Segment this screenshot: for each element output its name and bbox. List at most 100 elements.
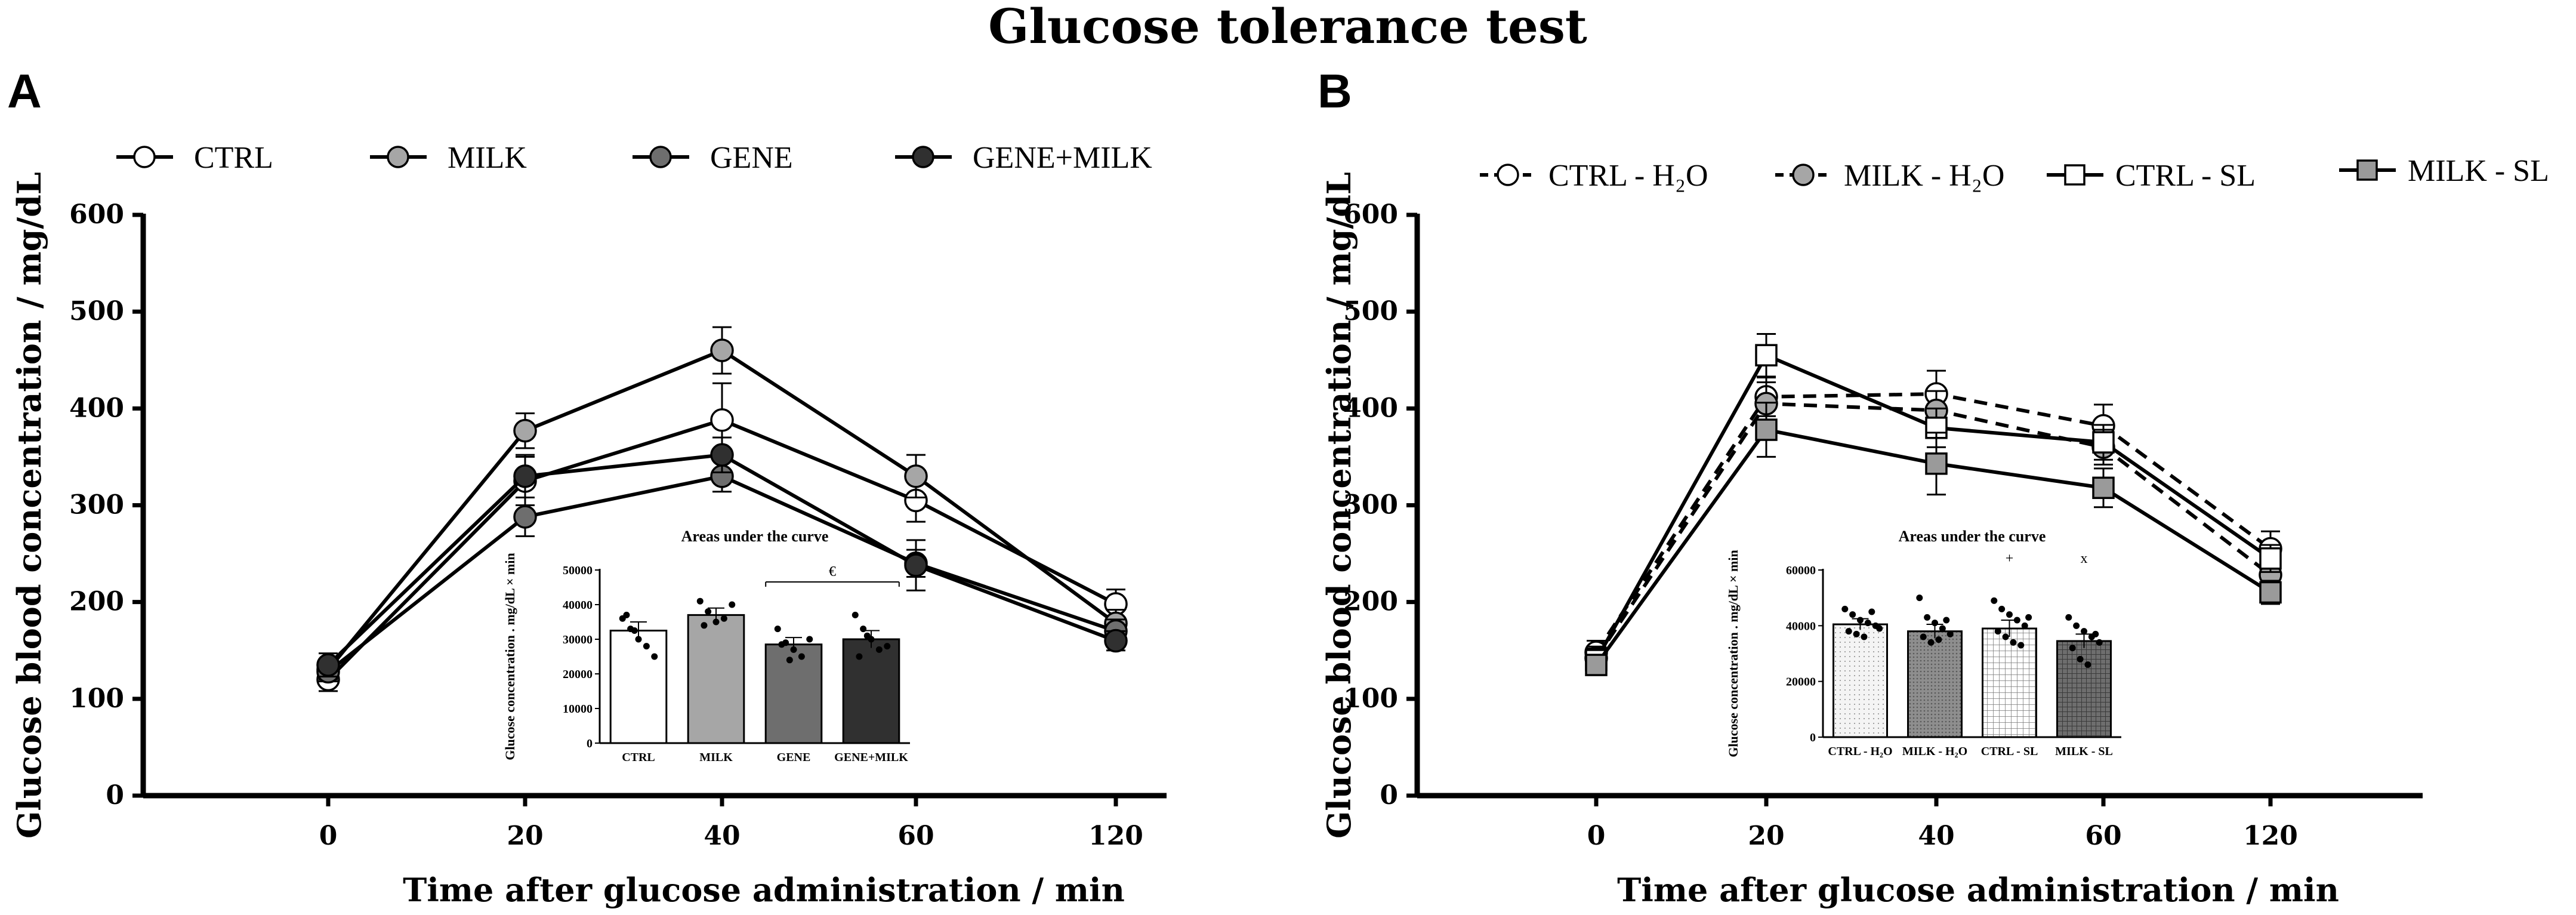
inset-data-dot bbox=[852, 611, 859, 618]
inset-x-tick-label: GENE bbox=[777, 751, 811, 764]
inset-data-dot bbox=[884, 643, 891, 650]
inset-y-tick-label: 40000 bbox=[563, 599, 593, 612]
inset-bar bbox=[687, 614, 745, 744]
legend-swatch-marker bbox=[2356, 159, 2378, 181]
inset-data-dot bbox=[1861, 633, 1868, 640]
y-tick-label: 200 bbox=[1343, 587, 1398, 617]
inset-data-dot bbox=[631, 627, 638, 634]
inset-sig-marker: x bbox=[2081, 551, 2088, 566]
legend-label: MILK - SL bbox=[2408, 154, 2549, 188]
inset-data-dot bbox=[1868, 608, 1875, 615]
y-axis-label: Glucose blood concentration / mg/dL bbox=[10, 172, 48, 839]
data-point bbox=[2259, 547, 2282, 570]
legend-swatch-marker bbox=[1497, 164, 1519, 186]
inset-bar bbox=[764, 643, 823, 744]
data-point bbox=[1755, 418, 1778, 441]
inset-y-tick-label: 20000 bbox=[1786, 676, 1816, 689]
inset-bar bbox=[609, 630, 668, 744]
inset-data-dot bbox=[729, 601, 736, 608]
inset-bar bbox=[2056, 640, 2112, 738]
legend-label: MILK bbox=[448, 141, 527, 175]
inset-data-dot bbox=[643, 643, 650, 650]
inset-data-dot bbox=[1943, 617, 1950, 624]
y-tick-label: 100 bbox=[69, 683, 124, 714]
inset-data-dot bbox=[1845, 628, 1852, 635]
inset-data-dot bbox=[2069, 645, 2076, 652]
inset-data-dot bbox=[1849, 611, 1856, 618]
inset-x-tick-label: MILK - H₂O bbox=[1902, 745, 1967, 758]
inset-data-dot bbox=[2081, 628, 2087, 635]
inset-data-dot bbox=[2006, 611, 2013, 618]
inset-sig-marker: + bbox=[2006, 551, 2014, 566]
y-tick-label: 400 bbox=[1343, 393, 1398, 423]
data-point bbox=[316, 653, 340, 677]
inset-data-dot bbox=[1935, 636, 1942, 643]
y-tick-label: 600 bbox=[1343, 199, 1398, 230]
inset-data-dot bbox=[705, 608, 712, 615]
inset-sig-marker: € bbox=[829, 564, 836, 580]
x-tick-label: 0 bbox=[1587, 821, 1606, 851]
inset-data-dot bbox=[1876, 625, 1883, 632]
inset-data-dot bbox=[1946, 630, 1954, 637]
y-tick-label: 0 bbox=[1380, 780, 1398, 811]
inset-data-dot bbox=[1916, 594, 1923, 602]
inset-data-dot bbox=[778, 641, 785, 648]
y-tick-label: 500 bbox=[1343, 296, 1398, 326]
panel-b-chart: 0 100 200 300 400 500 600 0 20 40 60 120 Glucose blo… bbox=[1320, 154, 2549, 909]
legend-swatch-marker bbox=[1792, 164, 1815, 186]
y-tick-label: 300 bbox=[69, 490, 124, 520]
inset-data-dot bbox=[1857, 617, 1864, 624]
inset-data-dot bbox=[806, 636, 813, 643]
inset-bar bbox=[1832, 623, 1888, 738]
y-tick-label: 100 bbox=[1343, 683, 1398, 714]
inset-data-dot bbox=[863, 632, 871, 639]
inset-data-dot bbox=[1920, 633, 1927, 640]
inset-y-axis-label: Glucose concentration . mg/dL × min bbox=[1726, 550, 1741, 757]
inset-data-dot bbox=[875, 646, 883, 653]
y-tick-label: 0 bbox=[106, 780, 124, 811]
x-tick-label: 40 bbox=[1918, 821, 1954, 851]
data-point bbox=[1925, 452, 1948, 475]
data-point bbox=[2259, 581, 2282, 604]
inset-x-tick-label: GENE+MILK bbox=[834, 751, 908, 764]
inset-y-tick-label: 50000 bbox=[563, 564, 593, 577]
inset-data-dot bbox=[701, 622, 708, 629]
inset-data-dot bbox=[1932, 620, 1938, 627]
data-point bbox=[710, 443, 734, 467]
y-tick-label: 600 bbox=[69, 199, 124, 230]
data-point bbox=[1585, 654, 1608, 676]
inset-x-tick-label: CTRL bbox=[622, 751, 655, 764]
inset-data-dot bbox=[1924, 614, 1931, 621]
x-tick-label: 0 bbox=[319, 821, 338, 851]
inset-data-dot bbox=[2017, 642, 2025, 649]
data-point bbox=[2092, 431, 2115, 454]
data-point bbox=[904, 553, 928, 577]
inset-data-dot bbox=[623, 611, 630, 618]
x-tick-label: 60 bbox=[897, 821, 934, 851]
legend-label: CTRL - SL bbox=[2115, 159, 2256, 193]
data-point bbox=[904, 464, 928, 488]
inset-data-dot bbox=[2013, 617, 2020, 624]
inset-data-dot bbox=[1841, 605, 1849, 612]
inset-data-dot bbox=[1853, 630, 1860, 637]
inset-bar bbox=[1907, 630, 1963, 738]
data-point bbox=[513, 464, 537, 488]
inset-data-dot bbox=[696, 597, 704, 605]
inset-data-dot bbox=[790, 646, 797, 653]
y-axis-label: Glucose blood concentration / mg/dL bbox=[1320, 172, 1358, 839]
inset-data-dot bbox=[2010, 639, 2017, 646]
panel-a-chart: 0 100 200 300 400 500 600 0 20 40 60 120 Glucose blo… bbox=[10, 141, 1167, 909]
inset-data-dot bbox=[1991, 597, 1998, 604]
inset-y-tick-label: 30000 bbox=[563, 633, 593, 646]
data-point bbox=[513, 418, 537, 443]
inset-data-dot bbox=[2096, 639, 2103, 646]
inset-data-dot bbox=[2084, 661, 2091, 668]
inset-y-tick-label: 20000 bbox=[563, 668, 593, 681]
legend-swatch-marker bbox=[912, 146, 934, 168]
data-point bbox=[1755, 344, 1778, 366]
legend-label: CTRL - H₂O bbox=[1548, 159, 1708, 193]
inset-data-dot bbox=[2021, 622, 2028, 629]
inset-x-tick-label: CTRL - H₂O bbox=[1828, 745, 1892, 758]
inset-bar bbox=[1982, 627, 2037, 738]
legend-label: CTRL bbox=[194, 141, 273, 175]
